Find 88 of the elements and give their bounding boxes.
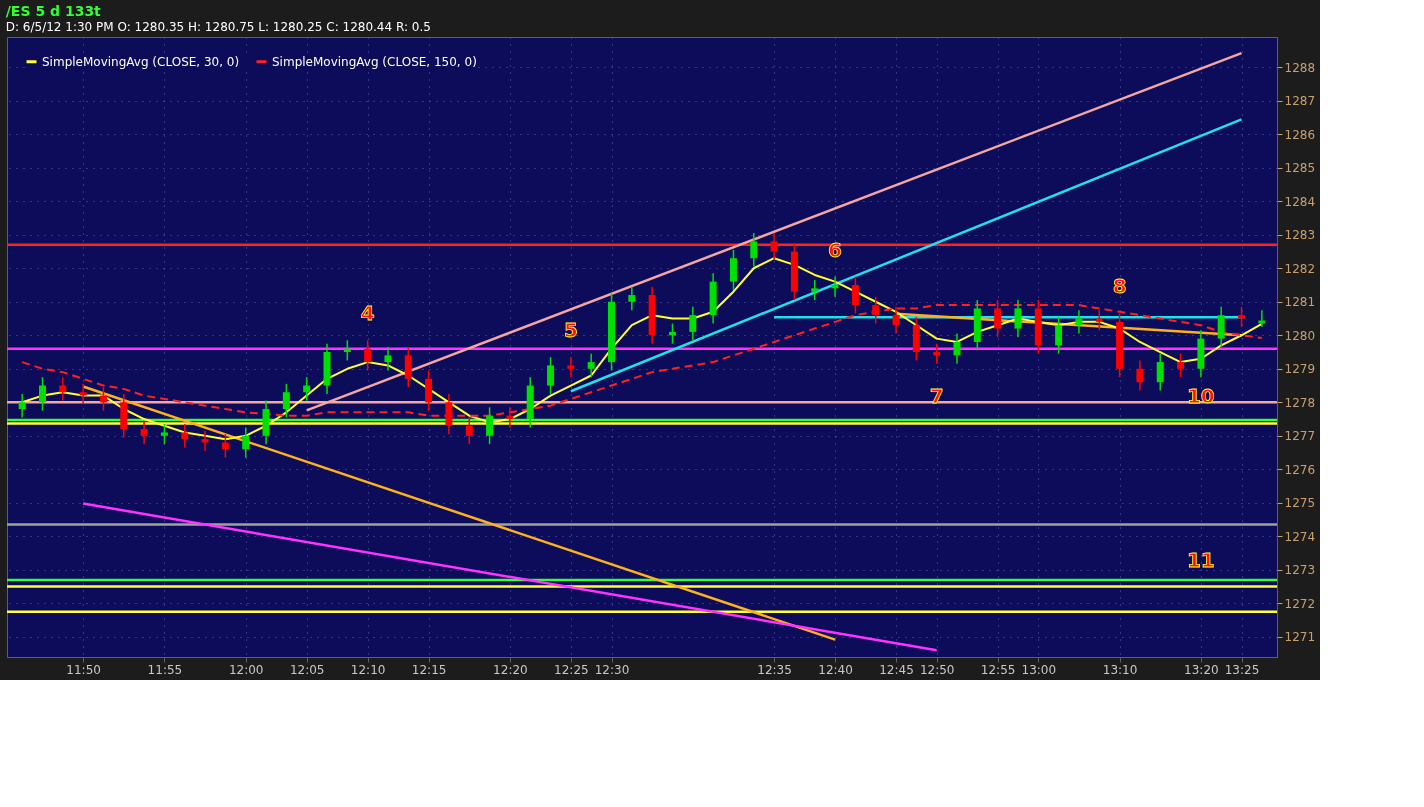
candlestick: [1014, 299, 1022, 338]
candlestick: [628, 285, 636, 311]
x-tick-label: 12:45: [879, 662, 914, 677]
candlestick: [364, 339, 372, 372]
candlestick: [79, 383, 87, 405]
x-tick-label: 12:20: [493, 662, 528, 677]
x-tick-label: 12:05: [289, 662, 325, 677]
x-tick-label: 12:35: [757, 662, 792, 677]
x-tick-label: 12:10: [350, 662, 386, 677]
candlestick: [1095, 309, 1103, 331]
y-tick-label: 1271: [1284, 630, 1316, 645]
x-tick-label: 12:00: [228, 662, 264, 677]
x-tick-label: 12:50: [919, 662, 955, 677]
y-tick-label: 1277: [1284, 429, 1316, 444]
candlestick: [668, 322, 676, 345]
candlestick: [201, 430, 209, 452]
candlestick: [445, 393, 453, 435]
candlestick: [404, 346, 412, 388]
y-tick-label: 1287: [1284, 94, 1316, 109]
y-tick-label: 1278: [1284, 395, 1316, 410]
x-tick-label: 13:00: [1021, 662, 1057, 677]
y-tick-label: 1279: [1284, 362, 1316, 377]
y-tick-label: 1286: [1284, 127, 1316, 142]
candlestick: [384, 346, 392, 372]
x-tick-label: 11:55: [147, 662, 183, 677]
x-tick-label: 11:50: [66, 662, 101, 677]
x-tick-label: 12:40: [818, 662, 853, 677]
candlestick: [547, 356, 555, 395]
y-tick-label: 1284: [1284, 194, 1316, 209]
candlestick: [1177, 352, 1185, 378]
x-tick-label: 13:20: [1184, 662, 1219, 677]
y-tick-label: 1272: [1284, 596, 1316, 611]
candlestick: [1217, 306, 1225, 348]
candlestick: [953, 332, 961, 365]
annotation: 5: [563, 318, 578, 343]
y-tick-label: 1280: [1284, 328, 1316, 343]
candlestick: [689, 306, 697, 342]
legend-label: SimpleMovingAvg (CLOSE, 150, 0): [272, 54, 477, 69]
candlestick: [750, 232, 758, 268]
candlestick: [994, 299, 1002, 338]
y-tick-label: 1275: [1284, 496, 1316, 511]
chart-title: /ES 5 d 133t: [5, 3, 102, 19]
y-tick-label: 1285: [1284, 161, 1316, 176]
y-tick-label: 1282: [1284, 261, 1316, 276]
candlestick: [160, 423, 168, 445]
legend-label: SimpleMovingAvg (CLOSE, 30, 0): [42, 54, 240, 69]
y-tick-label: 1283: [1284, 228, 1316, 243]
candlestick: [831, 275, 839, 298]
candlestick: [1136, 359, 1144, 392]
x-tick-label: 12:30: [594, 662, 630, 677]
candlestick: [1238, 306, 1246, 328]
y-tick-label: 1274: [1284, 529, 1316, 544]
x-tick-label: 12:25: [554, 662, 589, 677]
candlestick: [343, 339, 351, 362]
y-tick-label: 1273: [1284, 563, 1316, 578]
y-tick-label: 1288: [1284, 60, 1316, 75]
x-tick-label: 13:25: [1224, 662, 1260, 677]
candlestick: [242, 426, 250, 459]
x-tick-label: 13:10: [1102, 662, 1138, 677]
candlestick: [465, 416, 473, 445]
candlestick: [282, 383, 290, 419]
candlestick: [486, 406, 494, 445]
candlestick: [811, 279, 819, 301]
candlestick: [770, 232, 778, 261]
candlestick: [181, 423, 189, 449]
candlestick: [18, 393, 26, 419]
candlestick: [140, 419, 148, 445]
candlestick: [933, 342, 941, 365]
annotation: 8: [1112, 274, 1127, 299]
candlestick: [892, 306, 900, 335]
candlestick: [851, 275, 859, 315]
y-tick-label: 1276: [1284, 462, 1316, 477]
candlestick: [425, 369, 433, 412]
chart-subtitle: D: 6/5/12 1:30 PM O: 1280.35 H: 1280.75 L: 1280.25 C: 1280.44 R: 0.5: [5, 20, 431, 34]
candlestick: [1258, 309, 1266, 328]
candlestick: [587, 352, 595, 378]
candlestick: [506, 406, 514, 429]
x-tick-label: 12:15: [411, 662, 447, 677]
candlestick: [1156, 352, 1164, 392]
candlestick: [567, 356, 575, 378]
candlestick: [729, 249, 737, 291]
candlestick: [1055, 316, 1063, 355]
annotation: 11: [1186, 547, 1215, 572]
x-tick-label: 12:55: [980, 662, 1016, 677]
y-tick-label: 1281: [1284, 295, 1316, 310]
annotation: 4: [360, 301, 375, 326]
candlestick: [872, 295, 880, 325]
candlestick: [38, 376, 46, 412]
